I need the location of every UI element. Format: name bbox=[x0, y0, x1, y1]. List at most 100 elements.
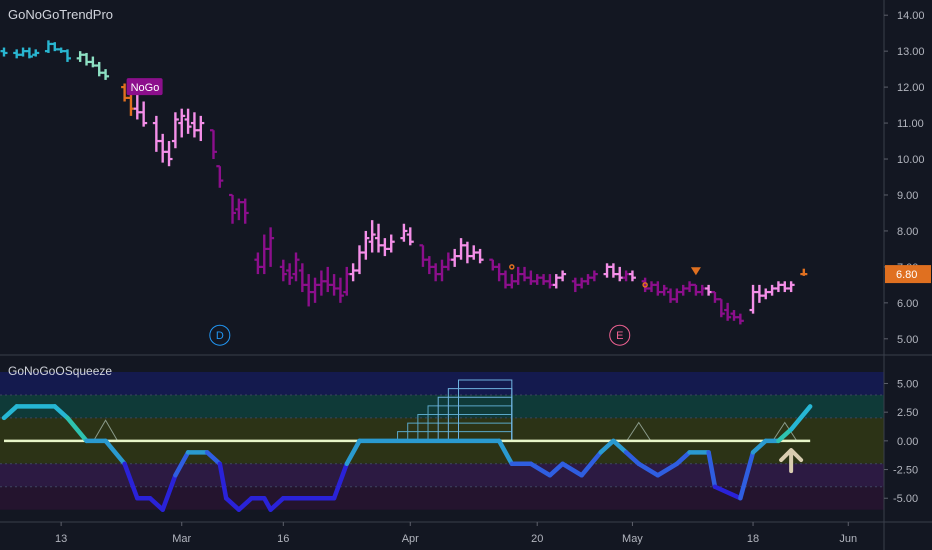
price-bar bbox=[133, 94, 141, 120]
price-bar bbox=[432, 263, 440, 282]
price-bar bbox=[673, 288, 681, 303]
price-bar bbox=[616, 266, 624, 282]
last-price-tag bbox=[885, 265, 931, 284]
oscillator-segment bbox=[103, 438, 127, 467]
oscillator-segment bbox=[217, 461, 229, 501]
price-bar bbox=[590, 270, 598, 282]
price-bar bbox=[209, 129, 217, 160]
price-bar bbox=[686, 281, 694, 293]
time-tick-label: Apr bbox=[402, 533, 419, 545]
price-bar bbox=[349, 263, 357, 282]
time-tick-label: 16 bbox=[277, 533, 289, 545]
price-bar bbox=[457, 238, 465, 260]
price-bar bbox=[235, 198, 243, 221]
osc-tick-label: 0.00 bbox=[897, 436, 918, 448]
price-bar bbox=[628, 270, 636, 282]
price-bar bbox=[0, 47, 8, 57]
price-bar bbox=[533, 274, 541, 285]
price-tick-label: 14.00 bbox=[897, 10, 925, 22]
price-bar bbox=[692, 283, 700, 296]
price-bar bbox=[425, 256, 433, 275]
price-bar bbox=[660, 284, 668, 296]
price-bar bbox=[343, 266, 351, 296]
price-bar bbox=[305, 274, 313, 307]
price-bar bbox=[705, 284, 713, 296]
up-arrow-icon bbox=[779, 448, 804, 474]
oscillator-segment bbox=[160, 473, 178, 512]
price-bar bbox=[336, 277, 344, 303]
oscillator-segment bbox=[223, 495, 242, 512]
price-bar bbox=[13, 49, 21, 59]
price-bar bbox=[698, 284, 706, 296]
oscillator-segment bbox=[344, 438, 362, 467]
oscillator-segment bbox=[236, 495, 254, 512]
price-bar bbox=[501, 270, 509, 289]
oscillator-series bbox=[1, 379, 813, 512]
oscillator-segment bbox=[623, 450, 642, 467]
price-bar bbox=[755, 284, 763, 303]
oscillator-segment bbox=[1, 404, 19, 421]
neutral-dot bbox=[642, 282, 648, 288]
osc-tick-label: 2.50 bbox=[897, 407, 918, 419]
price-tick-label: 8.00 bbox=[897, 226, 918, 238]
price-bar bbox=[463, 241, 471, 264]
oscillator-segment bbox=[122, 461, 140, 501]
price-bar bbox=[736, 313, 744, 325]
price-bar bbox=[286, 263, 294, 285]
time-tick-label: 13 bbox=[55, 533, 67, 545]
price-bar bbox=[229, 193, 237, 224]
price-bar bbox=[508, 274, 516, 289]
oscillator-segment bbox=[598, 438, 616, 455]
price-bar bbox=[165, 141, 173, 167]
price-tick-label: 13.00 bbox=[897, 46, 925, 58]
time-tick-label: Jun bbox=[839, 533, 857, 545]
event-marker-label: E bbox=[616, 330, 623, 342]
oscillator-segment bbox=[147, 495, 165, 512]
price-bar bbox=[724, 302, 732, 321]
event-marker-label: D bbox=[216, 330, 224, 342]
price-bar bbox=[584, 274, 592, 285]
osc-tick-label: -5.00 bbox=[893, 493, 918, 505]
price-bar bbox=[279, 259, 287, 282]
price-bar bbox=[521, 266, 529, 282]
osc-band-1 bbox=[0, 394, 884, 418]
price-tick-label: 12.00 bbox=[897, 82, 925, 94]
last-price-label: 6.80 bbox=[896, 269, 917, 281]
price-tick-label: 5.00 bbox=[897, 334, 918, 346]
price-bar bbox=[63, 49, 71, 62]
price-bar bbox=[768, 284, 776, 296]
price-bar bbox=[546, 274, 554, 289]
price-bar bbox=[241, 198, 249, 224]
down-triangle-icon bbox=[690, 267, 701, 276]
price-bar bbox=[197, 115, 205, 142]
squeeze-triangle bbox=[93, 419, 118, 442]
price-bar bbox=[57, 47, 65, 53]
price-tick-label: 6.00 bbox=[897, 298, 918, 310]
price-bar bbox=[19, 47, 27, 57]
oscillator-segment bbox=[173, 450, 191, 478]
price-bar bbox=[514, 266, 522, 285]
price-tick-label: 11.00 bbox=[897, 118, 924, 130]
price-bar bbox=[406, 227, 414, 246]
price-bar bbox=[552, 274, 560, 289]
price-bar bbox=[774, 281, 782, 293]
price-bar bbox=[362, 230, 370, 260]
price-bar bbox=[711, 290, 719, 303]
oscillator-segment bbox=[331, 461, 350, 501]
price-bar bbox=[260, 234, 268, 275]
osc-band-4 bbox=[0, 486, 884, 510]
squeeze-triangle bbox=[772, 421, 798, 442]
price-panel-title: GoNoGoTrendPro bbox=[8, 7, 113, 22]
annotations: NoGo D E bbox=[126, 78, 701, 346]
price-bar bbox=[375, 223, 383, 253]
oscillator-segment bbox=[738, 450, 756, 501]
price-bar bbox=[444, 252, 452, 271]
price-bar bbox=[489, 258, 497, 271]
price-bar bbox=[190, 112, 198, 138]
oscillator-segment bbox=[204, 450, 223, 467]
price-bar bbox=[578, 277, 586, 289]
price-bar bbox=[25, 47, 33, 59]
price-bar bbox=[781, 281, 789, 293]
price-bar bbox=[32, 49, 40, 57]
